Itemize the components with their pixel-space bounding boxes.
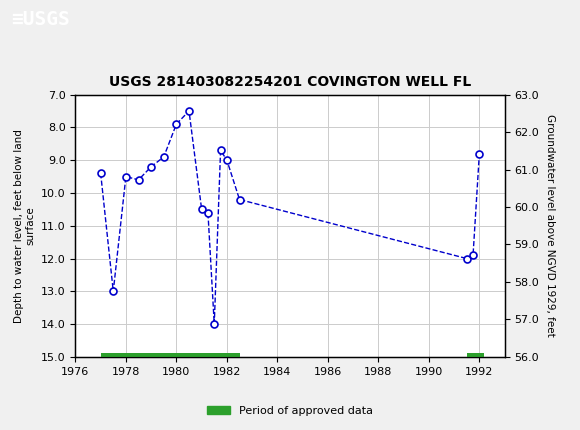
Y-axis label: Depth to water level, feet below land
surface: Depth to water level, feet below land su…	[14, 129, 35, 322]
Text: ≡USGS: ≡USGS	[12, 10, 70, 29]
Legend: Period of approved data: Period of approved data	[203, 401, 377, 420]
Y-axis label: Groundwater level above NGVD 1929, feet: Groundwater level above NGVD 1929, feet	[545, 114, 554, 337]
Title: USGS 281403082254201 COVINGTON WELL FL: USGS 281403082254201 COVINGTON WELL FL	[109, 75, 471, 89]
